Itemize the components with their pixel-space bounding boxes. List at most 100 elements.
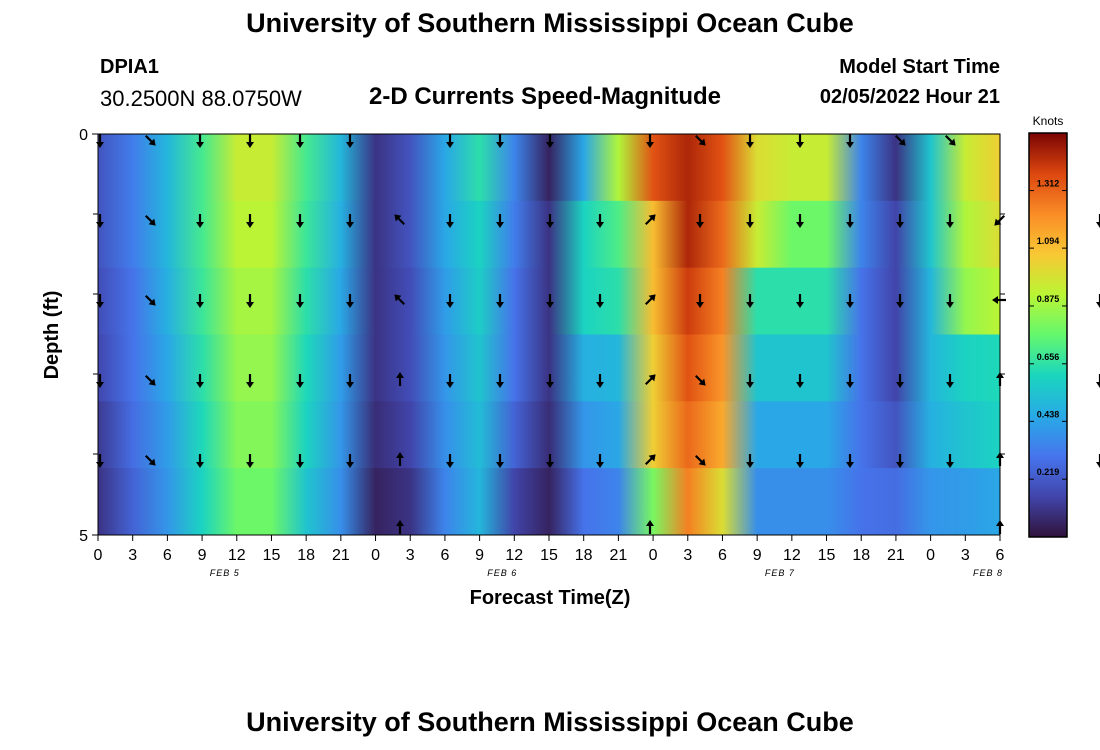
- current-arrow: [446, 454, 454, 468]
- x-tick-label: 0: [649, 547, 658, 564]
- current-arrow: [144, 294, 156, 306]
- x-tick-label: 9: [753, 547, 762, 564]
- current-arrow: [496, 134, 504, 148]
- current-arrow: [946, 454, 954, 468]
- chart-subtitle: 2-D Currents Speed-Magnitude: [369, 83, 722, 110]
- current-arrow: [496, 374, 504, 388]
- current-arrows: [96, 134, 1100, 534]
- heatmap-row: [98, 468, 1000, 536]
- current-arrow: [546, 374, 554, 388]
- current-arrow: [796, 214, 804, 228]
- current-arrow: [446, 294, 454, 308]
- current-arrow: [796, 374, 804, 388]
- current-arrow: [846, 294, 854, 308]
- y-axis-label: Depth (ft): [41, 291, 63, 380]
- x-tick-label: 3: [961, 547, 970, 564]
- current-arrow: [992, 296, 1006, 304]
- current-arrow: [746, 214, 754, 228]
- x-tick-label: 21: [609, 547, 627, 564]
- x-tick-label: 18: [575, 547, 593, 564]
- current-arrow: [144, 454, 156, 466]
- current-arrow: [1096, 454, 1100, 468]
- colorbar-gradient: [1028, 132, 1068, 538]
- current-arrow: [1096, 374, 1100, 388]
- current-arrow: [196, 214, 204, 228]
- current-arrow: [694, 374, 706, 386]
- current-arrow: [644, 214, 656, 226]
- current-arrow: [296, 374, 304, 388]
- x-tick-label: 21: [887, 547, 905, 564]
- heatmap-cells: [98, 134, 1000, 536]
- current-arrow: [644, 374, 656, 386]
- current-arrow: [644, 294, 656, 306]
- x-tick-label: 0: [926, 547, 935, 564]
- current-arrow: [746, 454, 754, 468]
- current-arrow: [396, 372, 404, 386]
- current-arrow: [296, 454, 304, 468]
- current-arrow: [196, 454, 204, 468]
- current-arrow: [896, 454, 904, 468]
- current-arrow: [546, 134, 554, 148]
- colorbar: 1.312 1.094 0.875 0.656 0.438 0.219: [1028, 132, 1068, 538]
- current-arrow: [546, 214, 554, 228]
- model-start-value: 02/05/2022 Hour 21: [819, 86, 1000, 108]
- current-arrow: [446, 214, 454, 228]
- current-arrow: [196, 294, 204, 308]
- current-arrow: [596, 454, 604, 468]
- current-arrow: [796, 454, 804, 468]
- station-id: DPIA1: [100, 56, 159, 78]
- x-tick-label: 15: [263, 547, 281, 564]
- date-label: FEB 8: [973, 568, 1003, 578]
- current-arrow: [446, 134, 454, 148]
- station-coordinates: 30.2500N 88.0750W: [100, 86, 302, 111]
- model-start-label: Model Start Time: [839, 56, 1000, 78]
- current-arrow: [946, 214, 954, 228]
- current-arrow: [894, 134, 906, 146]
- current-arrow: [896, 294, 904, 308]
- current-arrow: [546, 294, 554, 308]
- current-arrow: [296, 294, 304, 308]
- current-arrow: [944, 134, 956, 146]
- current-arrow: [846, 454, 854, 468]
- current-arrow: [946, 294, 954, 308]
- heatmap-row: [98, 200, 1000, 269]
- x-tick-label: 15: [540, 547, 558, 564]
- date-label: FEB 6: [487, 568, 517, 578]
- heatmap-row: [98, 334, 1000, 402]
- current-arrow: [496, 294, 504, 308]
- x-tick-label: 12: [783, 547, 801, 564]
- x-tick-label: 0: [371, 547, 380, 564]
- x-tick-label: 12: [228, 547, 246, 564]
- x-tick-label: 18: [297, 547, 315, 564]
- current-arrow: [646, 520, 654, 534]
- current-arrow: [694, 134, 706, 146]
- current-arrow: [396, 452, 404, 466]
- current-arrow: [846, 134, 854, 148]
- colorbar-tick-label: 0.438: [1037, 409, 1060, 419]
- x-tick-label: 9: [475, 547, 484, 564]
- colorbar-tick-label: 1.094: [1037, 236, 1060, 246]
- current-arrow: [896, 374, 904, 388]
- axes: 050 3 6 9 12 15 18 21 0 3 6 9 12 15 18 21 0 3 6 9 12 15 18 21 0 3…: [79, 127, 1005, 578]
- current-arrow: [346, 214, 354, 228]
- x-tick-label: 6: [996, 547, 1005, 564]
- date-label: FEB 5: [210, 568, 240, 578]
- y-tick-label: 5: [79, 528, 88, 545]
- current-arrow: [396, 520, 404, 534]
- current-arrow: [1096, 294, 1100, 308]
- current-arrow: [394, 294, 406, 306]
- x-tick-label: 6: [718, 547, 727, 564]
- current-arrow: [596, 374, 604, 388]
- current-arrow: [546, 454, 554, 468]
- date-label: FEB 7: [765, 568, 795, 578]
- current-arrow: [246, 374, 254, 388]
- x-axis-label: Forecast Time(Z): [470, 587, 631, 609]
- colorbar-unit-label: Knots: [1033, 114, 1064, 128]
- current-arrow: [696, 294, 704, 308]
- current-arrow: [196, 374, 204, 388]
- current-arrow: [696, 214, 704, 228]
- footer-title: University of Southern Mississippi Ocean…: [246, 707, 854, 737]
- current-arrow: [144, 214, 156, 226]
- colorbar-tick-label: 0.656: [1037, 352, 1060, 362]
- current-arrow: [646, 134, 654, 148]
